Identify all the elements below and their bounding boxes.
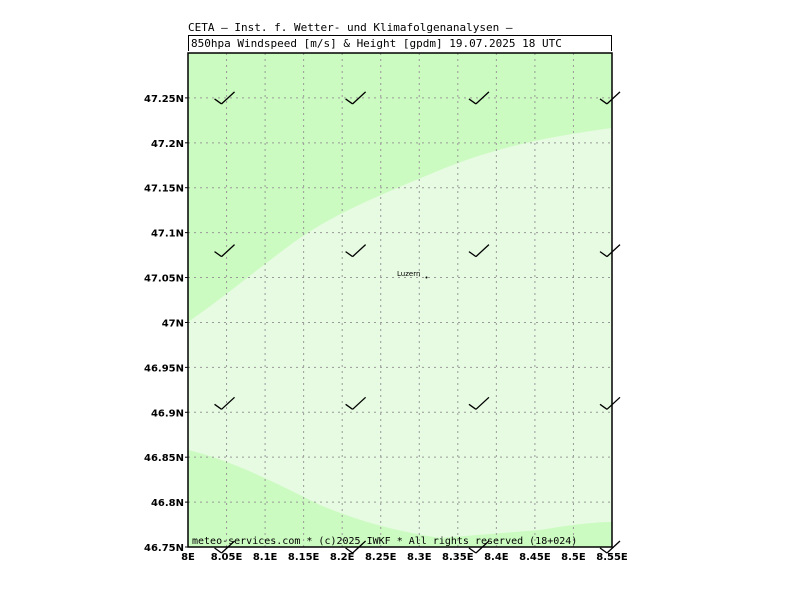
lat-tick-label: 46.95N: [144, 363, 184, 374]
wind-barb: [599, 91, 621, 105]
lat-tick-label: 46.9N: [151, 408, 184, 419]
wind-barb: [214, 244, 235, 258]
wind-barb: [599, 396, 621, 410]
lat-tick-label: 47.25N: [144, 94, 184, 105]
lat-tick-label: 46.75N: [144, 543, 184, 554]
lat-tick-label: 47.2N: [151, 139, 184, 150]
city-marker: Luzern: [397, 270, 428, 279]
wind-barb: [345, 91, 367, 105]
lat-tick-label: 46.85N: [144, 453, 184, 464]
map-header: CETA – Inst. f. Wetter- und Klimafolgena…: [188, 20, 612, 51]
lon-tick-label: 8.15E: [288, 552, 320, 563]
windspeed-shading: [188, 53, 612, 547]
wind-barb: [345, 396, 367, 410]
wind-barbs: [214, 91, 621, 554]
wind-barb: [345, 244, 367, 258]
header-title: CETA – Inst. f. Wetter- und Klimafolgena…: [188, 21, 513, 34]
header-subtitle: 850hpa Windspeed [m/s] & Height [gpdm] 1…: [188, 35, 612, 51]
wind-barb: [468, 244, 490, 258]
lon-tick-label: 8.5E: [561, 552, 586, 563]
wind-barb: [214, 91, 235, 105]
lon-tick-label: 8.55E: [596, 552, 628, 563]
lon-tick-label: 8.35E: [442, 552, 474, 563]
lat-tick-label: 46.8N: [151, 498, 184, 509]
wind-barb: [468, 396, 490, 410]
footer-credit: meteo-services.com * (c)2025 IWKF * All …: [192, 536, 577, 547]
lon-tick-label: 8.1E: [253, 552, 278, 563]
lon-tick-label: 8E: [181, 552, 195, 563]
lon-tick-label: 8.45E: [519, 552, 551, 563]
lat-tick-label: 47.1N: [151, 229, 184, 240]
wind-barb: [599, 244, 621, 258]
wind-barb: [468, 91, 490, 105]
lat-lon-grid: [188, 53, 612, 547]
lon-tick-label: 8.25E: [365, 552, 397, 563]
city-label-luzern: Luzern: [397, 270, 420, 278]
lon-tick-label: 8.3E: [407, 552, 432, 563]
longitude-labels: 8E 8.05E 8.1E 8.15E 8.2E 8.25E 8.3E 8.35E 8.4E 8.…: [181, 552, 628, 563]
latitude-labels: 47.25N 47.2N 47.15N 47.1N 47.05N 47N 46.95N 46.…: [144, 94, 188, 554]
lon-tick-label: 8.4E: [484, 552, 509, 563]
lat-tick-label: 47N: [162, 318, 184, 329]
lon-tick-label: 8.2E: [330, 552, 355, 563]
lat-tick-label: 47.05N: [144, 274, 184, 285]
city-dot: [425, 276, 428, 279]
wind-barb: [599, 540, 621, 554]
map-frame: [187, 52, 613, 548]
lon-tick-label: 8.05E: [211, 552, 243, 563]
lat-tick-label: 47.15N: [144, 184, 184, 195]
upper-medium-region: [188, 53, 612, 322]
lower-medium-region: [188, 450, 612, 547]
wind-barb: [214, 396, 235, 410]
